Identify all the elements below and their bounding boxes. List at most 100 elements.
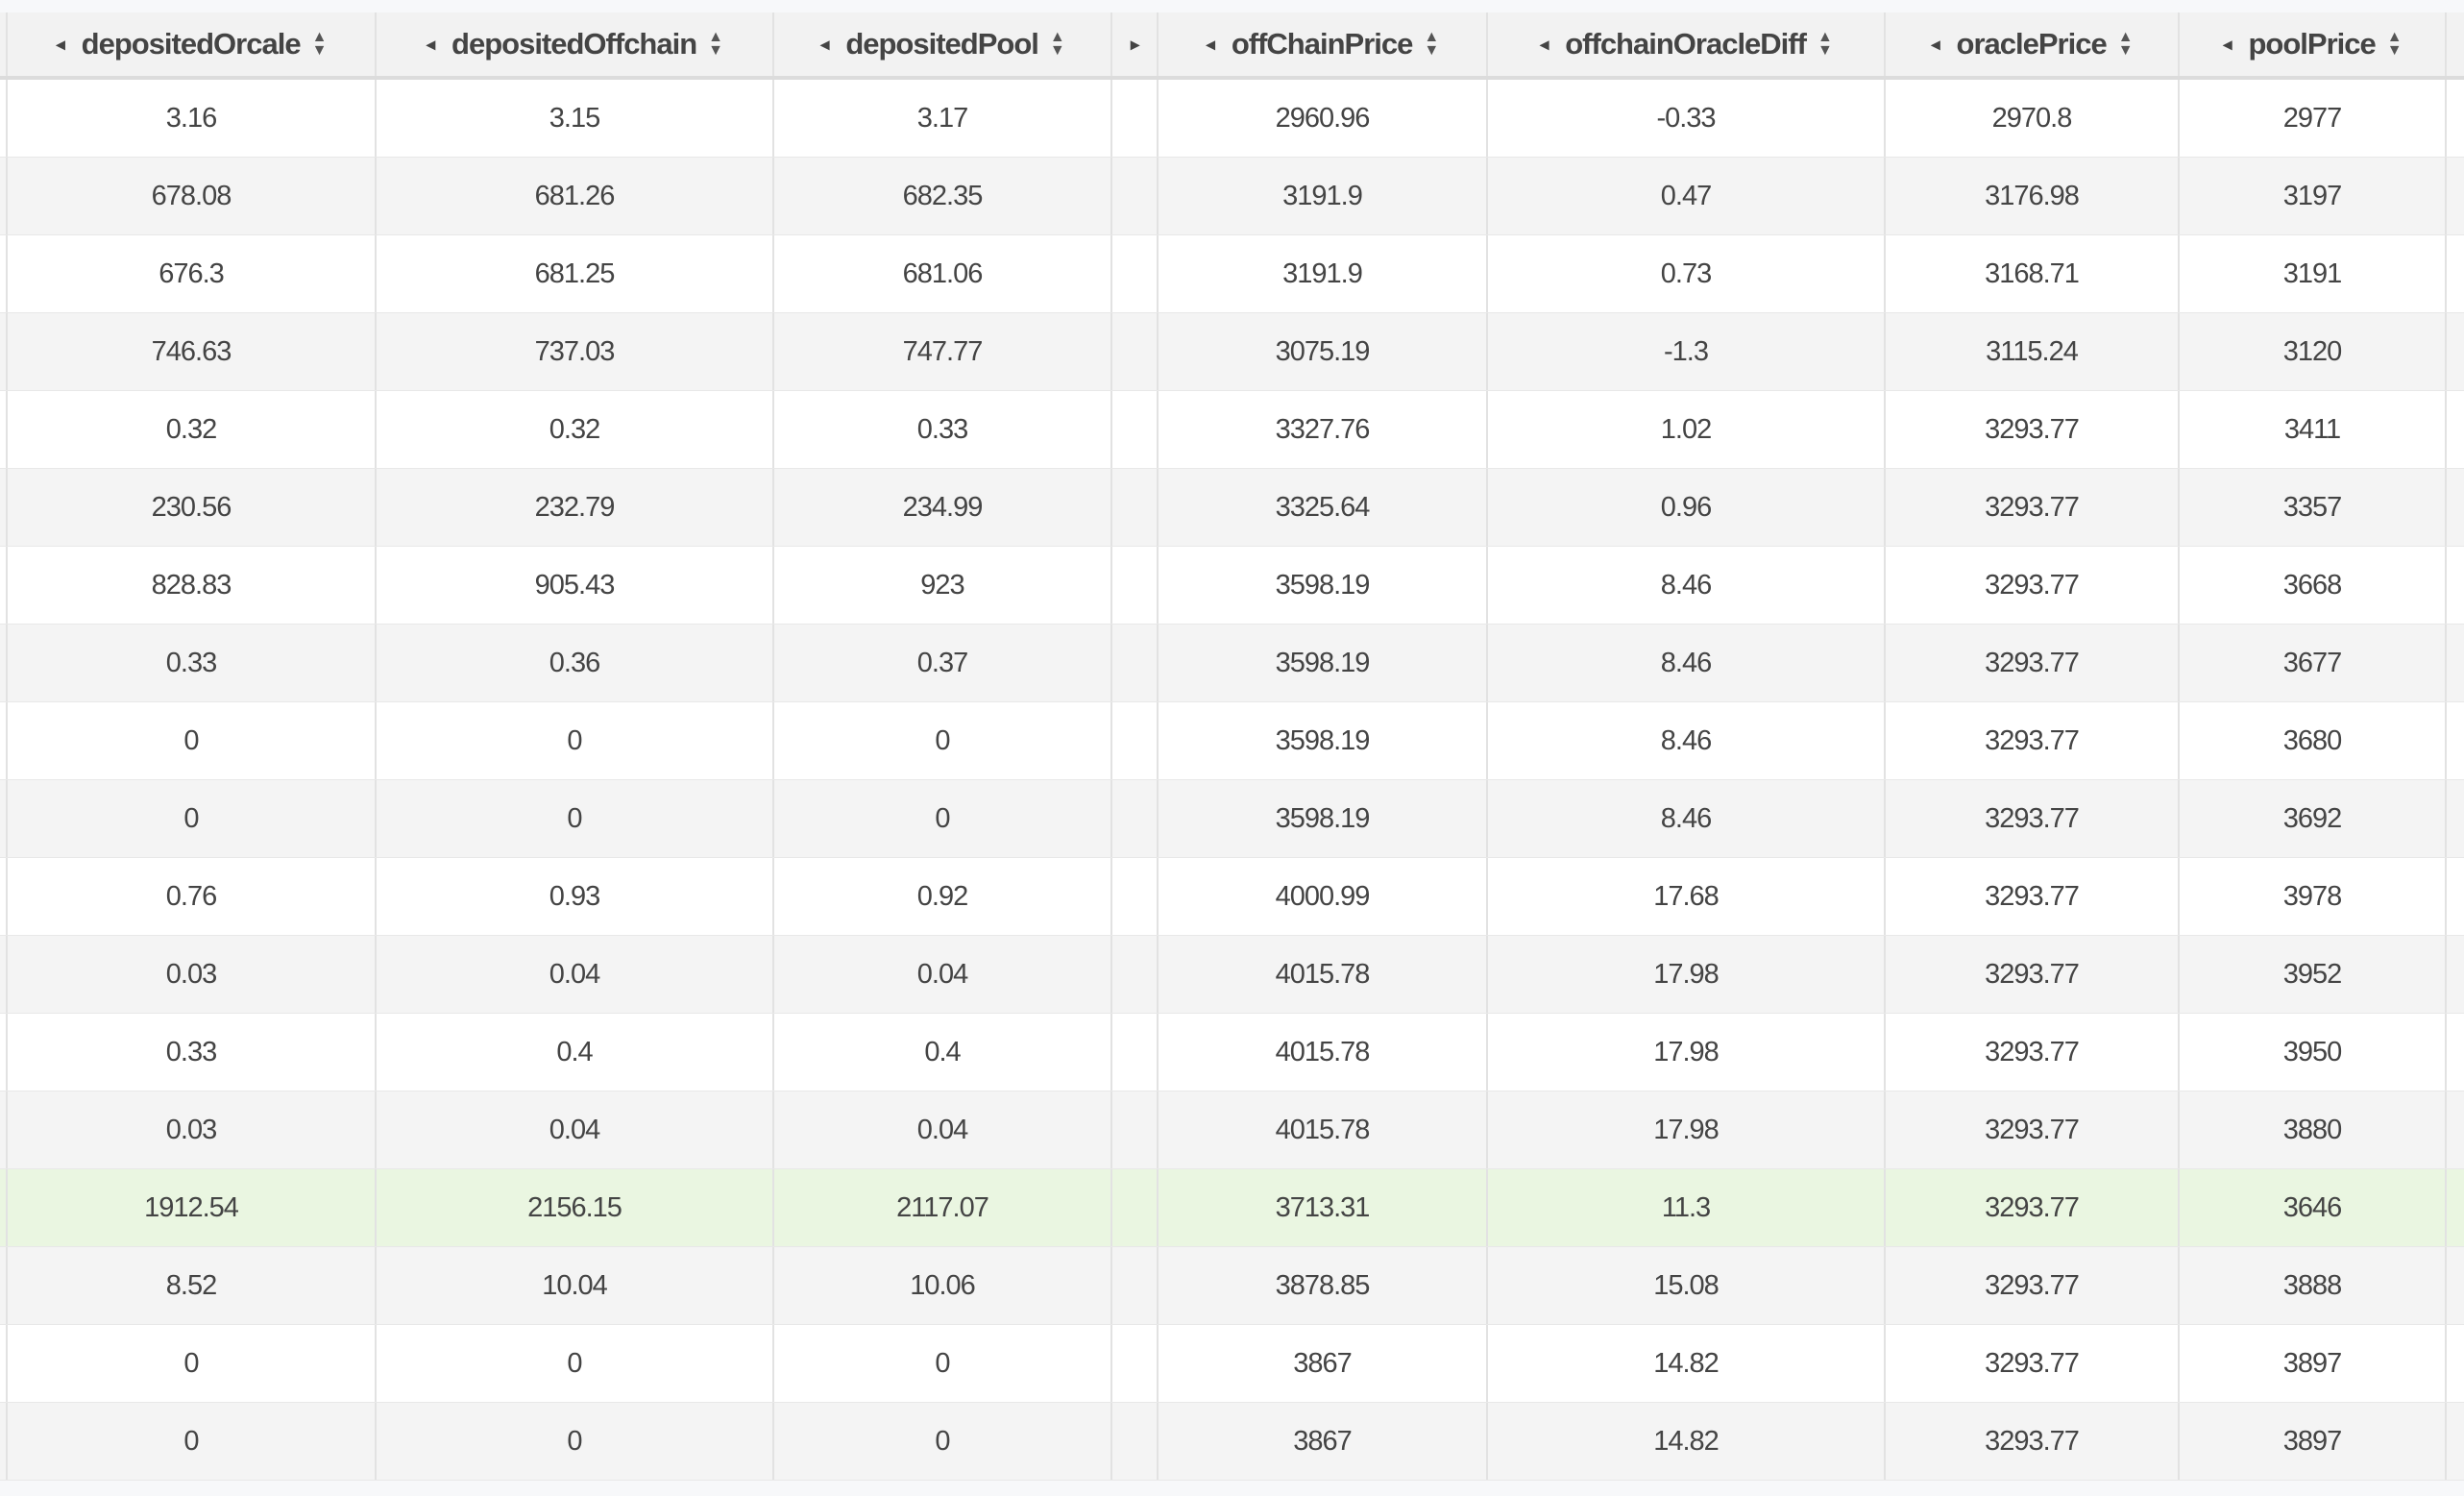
column-header-offchainOracleDiff[interactable]: ◂ offchainOracleDiff ▲ ▼ [1488,12,1886,76]
row-filler [2447,1325,2464,1402]
table-cell-offChainPrice: 3325.64 [1159,469,1488,546]
table-cell-offchainOracleDiff: 0.73 [1488,235,1886,312]
table-cell-poolPrice: 3668 [2180,547,2447,624]
table-row[interactable]: 0.32 0.32 0.33 3327.76 1.02 3293.77 3411 [0,391,2464,469]
table-cell-offChainPrice: 3327.76 [1159,391,1488,468]
caret-right-icon[interactable]: ▸ [1130,34,1139,54]
table-cell-collapsed [1112,936,1159,1013]
table-cell-depositedOrcale: 3.16 [8,80,377,157]
table-cell-depositedPool: 0 [774,780,1112,857]
table-row[interactable]: 678.08 681.26 682.35 3191.9 0.47 3176.98 3197 [0,158,2464,235]
table-row[interactable]: 676.3 681.25 681.06 3191.9 0.73 3168.71 3191 [0,235,2464,313]
table-cell-collapsed [1112,1325,1159,1402]
row-filler [2447,1091,2464,1168]
row-gutter [0,1014,8,1091]
table-cell-depositedOffchain: 0.36 [377,625,774,701]
row-gutter [0,80,8,157]
sort-up-down-icon[interactable]: ▲ ▼ [1817,29,1833,59]
caret-left-icon[interactable]: ◂ [2223,34,2232,54]
sort-up-down-icon[interactable]: ▲ ▼ [1049,29,1065,59]
table-row[interactable]: 0 0 0 3598.19 8.46 3293.77 3680 [0,702,2464,780]
caret-left-icon[interactable]: ◂ [1931,34,1939,54]
table-row[interactable]: 230.56 232.79 234.99 3325.64 0.96 3293.77 3357 [0,469,2464,547]
table-row[interactable]: 0.03 0.04 0.04 4015.78 17.98 3293.77 3952 [0,936,2464,1014]
caret-left-icon[interactable]: ◂ [1540,34,1549,54]
table-cell-depositedOffchain: 2156.15 [377,1169,774,1246]
table-cell-offchainOracleDiff: -1.3 [1488,313,1886,390]
sort-up-down-icon[interactable]: ▲ ▼ [1424,29,1439,59]
collapsed-column-header[interactable]: ▸ [1112,12,1159,76]
row-gutter [0,936,8,1013]
table-cell-oraclePrice: 3168.71 [1886,235,2180,312]
table-cell-depositedOffchain: 0.32 [377,391,774,468]
sort-up-down-icon[interactable]: ▲ ▼ [2117,29,2134,59]
caret-left-icon[interactable]: ◂ [820,34,829,54]
table-row[interactable]: 828.83 905.43 923 3598.19 8.46 3293.77 3668 [0,547,2464,625]
column-header-offChainPrice[interactable]: ◂ offChainPrice ▲ ▼ [1159,12,1488,76]
table-cell-offchainOracleDiff: -0.33 [1488,80,1886,157]
table-row[interactable]: 746.63 737.03 747.77 3075.19 -1.3 3115.24 3120 [0,313,2464,391]
table-cell-depositedOffchain: 0 [377,702,774,779]
table-cell-depositedOffchain: 681.25 [377,235,774,312]
table-row[interactable]: 0 0 0 3867 14.82 3293.77 3897 [0,1403,2464,1481]
table-row[interactable]: 8.52 10.04 10.06 3878.85 15.08 3293.77 3888 [0,1247,2464,1325]
table-cell-depositedPool: 0 [774,1325,1112,1402]
table-cell-depositedOrcale: 0.32 [8,391,377,468]
table-cell-collapsed [1112,858,1159,935]
table-row[interactable]: 0.03 0.04 0.04 4015.78 17.98 3293.77 3880 [0,1091,2464,1169]
table-cell-depositedPool: 0.04 [774,936,1112,1013]
table-row[interactable]: 0.33 0.4 0.4 4015.78 17.98 3293.77 3950 [0,1014,2464,1091]
table-row[interactable]: 0.33 0.36 0.37 3598.19 8.46 3293.77 3677 [0,625,2464,702]
table-cell-depositedOffchain: 232.79 [377,469,774,546]
table-row[interactable]: 3.16 3.15 3.17 2960.96 -0.33 2970.8 2977 [0,80,2464,158]
column-header-label: depositedPool [845,27,1039,61]
column-header-label: poolPrice [2248,27,2376,61]
sort-up-down-icon[interactable]: ▲ ▼ [2386,29,2403,59]
table-cell-offchainOracleDiff: 8.46 [1488,702,1886,779]
table-cell-offChainPrice: 3191.9 [1159,158,1488,234]
table-cell-depositedOrcale: 0.76 [8,858,377,935]
row-gutter [0,702,8,779]
table-cell-offchainOracleDiff: 0.96 [1488,469,1886,546]
row-filler [2447,547,2464,624]
table-cell-collapsed [1112,702,1159,779]
caret-left-icon[interactable]: ◂ [1206,34,1215,54]
table-cell-offchainOracleDiff: 17.98 [1488,1091,1886,1168]
table-cell-poolPrice: 3880 [2180,1091,2447,1168]
header-row: ◂ depositedOrcale ▲ ▼ ◂ depositedOffchain ▲ ▼ ◂ d… [0,12,2464,80]
table-cell-depositedOffchain: 0.04 [377,1091,774,1168]
column-header-oraclePrice[interactable]: ◂ oraclePrice ▲ ▼ [1886,12,2180,76]
table-cell-oraclePrice: 3293.77 [1886,1247,2180,1324]
row-filler [2447,391,2464,468]
table-cell-depositedOrcale: 676.3 [8,235,377,312]
column-header-depositedOffchain[interactable]: ◂ depositedOffchain ▲ ▼ [377,12,774,76]
table-cell-offChainPrice: 4015.78 [1159,936,1488,1013]
row-filler [2447,625,2464,701]
table-cell-depositedOffchain: 3.15 [377,80,774,157]
sort-up-down-icon[interactable]: ▲ ▼ [311,29,328,59]
table-cell-depositedOrcale: 678.08 [8,158,377,234]
table-row[interactable]: 1912.54 2156.15 2117.07 3713.31 11.3 3293.77 3… [0,1169,2464,1247]
table-row[interactable]: 0.76 0.93 0.92 4000.99 17.68 3293.77 3978 [0,858,2464,936]
table-cell-offchainOracleDiff: 8.46 [1488,780,1886,857]
table-cell-offChainPrice: 3075.19 [1159,313,1488,390]
table-cell-offchainOracleDiff: 17.98 [1488,936,1886,1013]
table-row[interactable]: 0 0 0 3867 14.82 3293.77 3897 [0,1325,2464,1403]
table-row[interactable]: 0 0 0 3598.19 8.46 3293.77 3692 [0,780,2464,858]
column-header-poolPrice[interactable]: ◂ poolPrice ▲ ▼ [2180,12,2447,76]
column-header-depositedPool[interactable]: ◂ depositedPool ▲ ▼ [774,12,1112,76]
caret-left-icon[interactable]: ◂ [426,34,435,54]
sort-up-down-icon[interactable]: ▲ ▼ [708,29,723,59]
table-cell-depositedOffchain: 0 [377,780,774,857]
table-cell-oraclePrice: 3115.24 [1886,313,2180,390]
column-header-depositedOrcale[interactable]: ◂ depositedOrcale ▲ ▼ [8,12,377,76]
table-cell-depositedPool: 0 [774,702,1112,779]
table-cell-depositedPool: 0.33 [774,391,1112,468]
table-cell-poolPrice: 3677 [2180,625,2447,701]
caret-left-icon[interactable]: ◂ [56,34,65,54]
header-filler [2447,12,2464,76]
row-filler [2447,1403,2464,1480]
table-cell-offChainPrice: 3598.19 [1159,547,1488,624]
table-cell-oraclePrice: 3293.77 [1886,1091,2180,1168]
table-cell-depositedPool: 10.06 [774,1247,1112,1324]
